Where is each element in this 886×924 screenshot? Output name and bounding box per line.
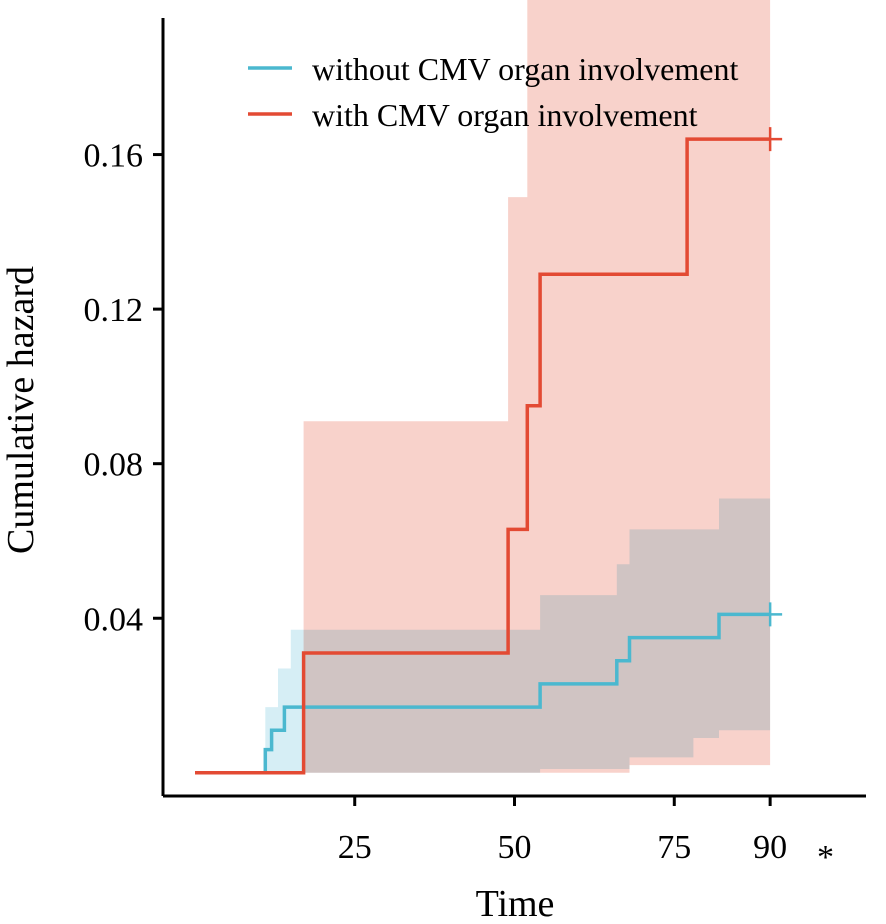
y-tick-label: 0.12 [84, 292, 144, 329]
x-tick-label: 25 [338, 829, 372, 866]
legend: without CMV organ involvement with CMV o… [248, 51, 738, 133]
x-tick-label: 50 [498, 829, 532, 866]
x-axis-ticks: 25 50 75 90 [338, 796, 787, 866]
censor-mark-with-cmv [758, 127, 783, 152]
y-tick-label: 0.08 [84, 447, 144, 484]
significance-asterisk: * [817, 839, 834, 876]
x-tick-label: 75 [657, 829, 691, 866]
censor-marks [758, 127, 783, 627]
hazard-line-with-cmv [195, 137, 771, 775]
legend-label-with-cmv: with CMV organ involvement [312, 97, 698, 133]
hazard-lines [195, 137, 771, 775]
legend-label-without-cmv: without CMV organ involvement [312, 51, 738, 87]
x-tick-label: 90 [753, 829, 787, 866]
hazard-line-without-cmv [195, 612, 771, 775]
y-axis-ticks: 0.04 0.08 0.12 0.16 [84, 138, 163, 638]
y-tick-label: 0.04 [84, 601, 144, 638]
censor-mark-without-cmv [758, 602, 783, 627]
ci-band-without-cmv [265, 498, 771, 773]
confidence-bands [265, 0, 771, 773]
y-axis-title: Cumulative hazard [0, 266, 42, 554]
y-tick-label: 0.16 [84, 138, 144, 175]
x-axis-title: Time [476, 883, 555, 924]
